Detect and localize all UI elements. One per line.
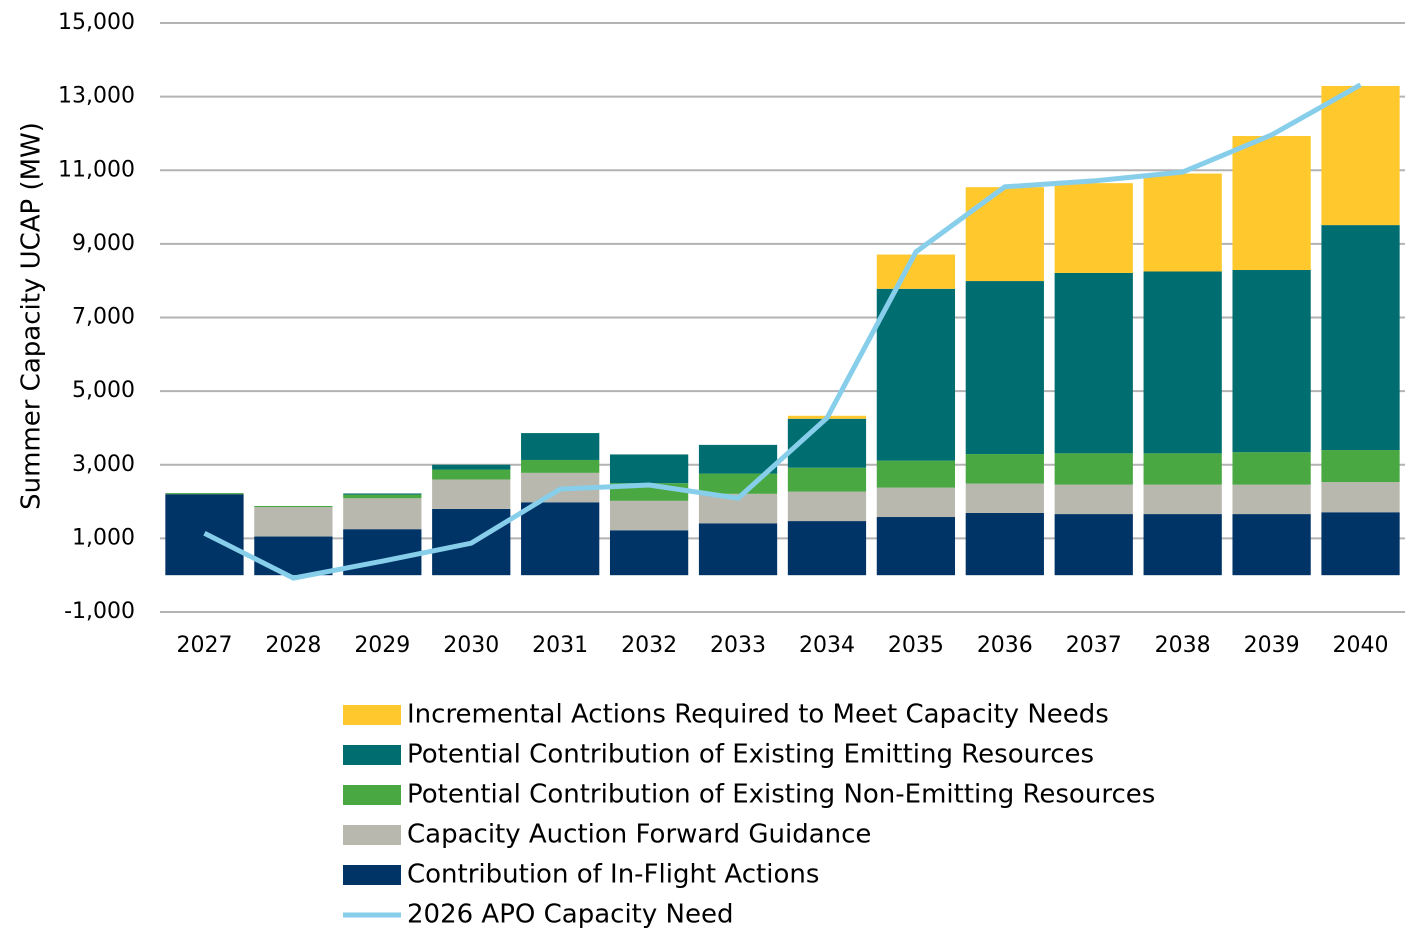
- x-tick-label: 2033: [710, 633, 766, 658]
- bar-segment: [1054, 183, 1133, 273]
- bar-segment: [965, 281, 1044, 455]
- bar-segment: [1321, 225, 1400, 451]
- bar-segment: [965, 483, 1044, 513]
- line: [203, 82, 1362, 581]
- bar-segment: [787, 467, 867, 492]
- x-tick-label: 2029: [354, 633, 410, 658]
- bar-segment: [343, 494, 422, 499]
- y-tick-label: 1,000: [72, 525, 135, 550]
- bar-segment: [254, 536, 333, 576]
- bar-segment: [1321, 512, 1400, 576]
- bar-segment: [1054, 514, 1133, 576]
- bar-segment: [432, 479, 511, 509]
- bar-segment: [521, 459, 600, 473]
- bar-segment: [876, 460, 956, 488]
- x-tick-label: 2031: [532, 633, 588, 658]
- bar-segment: [965, 512, 1044, 576]
- bar-segment: [1232, 514, 1311, 576]
- x-tick-label: 2028: [265, 633, 321, 658]
- bar-segment: [1054, 272, 1133, 454]
- bar-segment: [609, 454, 689, 484]
- bar-segment: [1143, 453, 1222, 485]
- bar-segment: [698, 523, 778, 576]
- legend-swatch: [343, 745, 401, 765]
- legend-swatch: [343, 705, 401, 725]
- bar-segment: [1321, 450, 1400, 483]
- bar-segment: [876, 288, 956, 461]
- bar-segment: [965, 187, 1044, 282]
- legend-label: 2026 APO Capacity Need: [407, 900, 733, 930]
- legend-swatch: [343, 865, 401, 885]
- bar-segment: [609, 530, 689, 576]
- bar-segment: [1054, 453, 1133, 485]
- bar-segment: [876, 517, 956, 576]
- legend-label: Capacity Auction Forward Guidance: [407, 820, 871, 850]
- bar-segment: [343, 498, 422, 530]
- x-tick-label: 2030: [443, 633, 499, 658]
- legend-label: Contribution of In-Flight Actions: [407, 860, 819, 890]
- bar-segment: [1232, 136, 1311, 271]
- bar-segment: [876, 487, 956, 518]
- legend-label: Incremental Actions Required to Meet Cap…: [407, 700, 1109, 730]
- bar-segment: [1232, 484, 1311, 515]
- legend-label: Potential Contribution of Existing Emitt…: [407, 740, 1094, 770]
- y-axis-label: Summer Capacity UCAP (MW): [17, 122, 47, 510]
- bar-segment: [609, 500, 689, 531]
- y-tick-label: 7,000: [72, 305, 135, 330]
- bar-segment: [787, 491, 867, 522]
- legend-swatch: [343, 825, 401, 845]
- bar-segment: [1143, 484, 1222, 515]
- y-tick-label: 3,000: [72, 452, 135, 477]
- y-tick-label: 15,000: [58, 10, 135, 35]
- bar-segment: [254, 505, 333, 508]
- bar-segment: [787, 521, 867, 576]
- legend-label: Potential Contribution of Existing Non-E…: [407, 780, 1155, 810]
- bar-segment: [1143, 173, 1222, 272]
- bar-segment: [965, 454, 1044, 484]
- y-tick-label: -1,000: [64, 599, 135, 624]
- bar-segment: [432, 469, 511, 480]
- bar-segment: [432, 464, 511, 470]
- x-tick-label: 2039: [1244, 633, 1300, 658]
- bar-segment: [1143, 271, 1222, 454]
- bar-segment: [521, 433, 600, 460]
- x-tick-label: 2027: [176, 633, 232, 658]
- bar-segment: [876, 254, 956, 289]
- bar-segment: [1321, 85, 1400, 226]
- x-tick-label: 2038: [1155, 633, 1211, 658]
- bar-segment: [1054, 484, 1133, 515]
- bar-segment: [698, 444, 778, 474]
- y-tick-label: 13,000: [58, 84, 135, 109]
- bar-segment: [1321, 482, 1400, 513]
- x-tick-label: 2035: [888, 633, 944, 658]
- legend-swatch: [343, 785, 401, 805]
- bar-segment: [1232, 270, 1311, 453]
- bar-segment: [254, 507, 333, 537]
- y-tick-label: 9,000: [72, 231, 135, 256]
- bar-segment: [521, 502, 600, 576]
- bar-segment: [1232, 452, 1311, 485]
- x-tick-label: 2034: [799, 633, 855, 658]
- bar-segment: [165, 493, 244, 495]
- bar-segment: [1143, 514, 1222, 576]
- y-tick-label: 5,000: [72, 378, 135, 403]
- bar-segment: [343, 493, 422, 495]
- x-tick-label: 2037: [1066, 633, 1122, 658]
- y-tick-label: 11,000: [58, 157, 135, 182]
- x-tick-label: 2032: [621, 633, 677, 658]
- x-tick-label: 2036: [977, 633, 1033, 658]
- x-tick-label: 2040: [1333, 633, 1389, 658]
